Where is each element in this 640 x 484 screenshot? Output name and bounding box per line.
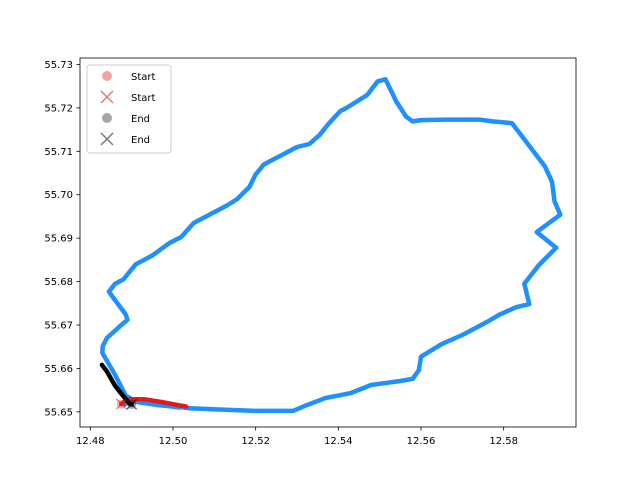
y-tick-label-6: 55.71 xyxy=(44,147,73,158)
legend-marker-cross xyxy=(100,132,114,146)
y-tick-label-0: 55.65 xyxy=(44,407,73,418)
legend-label: End xyxy=(131,114,150,125)
x-tick-label-2: 12.52 xyxy=(241,436,270,447)
legend-box xyxy=(86,64,172,154)
y-tick-label-1: 55.66 xyxy=(44,364,73,375)
marker-cross-1 xyxy=(115,398,127,410)
legend-entry-1: Start xyxy=(100,90,156,104)
x-tick-label-5: 12.58 xyxy=(489,436,518,447)
x-tick-label-1: 12.50 xyxy=(159,436,188,447)
x-tick-label-3: 12.54 xyxy=(324,436,353,447)
y-tick-label-4: 55.69 xyxy=(44,234,73,245)
legend-marker-cross xyxy=(100,90,114,104)
legend-label: Start xyxy=(131,93,156,104)
series-line-0 xyxy=(100,77,563,414)
legend-marker-circle xyxy=(102,71,112,81)
x-tick-label-0: 12.48 xyxy=(76,436,105,447)
legend-entry-3: End xyxy=(100,132,150,146)
y-tick-label-3: 55.68 xyxy=(44,277,73,288)
y-tick-label-2: 55.67 xyxy=(44,320,73,331)
y-tick-label-5: 55.70 xyxy=(44,190,73,201)
x-tick-label-4: 12.56 xyxy=(407,436,436,447)
plot-frame xyxy=(79,57,577,428)
y-tick-label-8: 55.73 xyxy=(44,60,73,71)
legend-label: End xyxy=(131,135,150,146)
legend-label: Start xyxy=(131,72,156,83)
y-tick-label-7: 55.72 xyxy=(44,103,73,114)
legend: Start Start End End xyxy=(86,64,172,154)
legend-marker-circle xyxy=(102,113,112,123)
marker-layer xyxy=(115,398,138,410)
marker-cross-3 xyxy=(126,398,138,410)
legend-entry-2: End xyxy=(102,113,150,125)
x-axis: 12.48 12.50 12.52 12.54 12.56 12.58 xyxy=(76,427,518,447)
y-axis: 55.65 55.66 55.67 55.68 55.69 55.70 55.71 55.72… xyxy=(44,60,80,418)
legend-entry-0: Start xyxy=(102,71,156,83)
